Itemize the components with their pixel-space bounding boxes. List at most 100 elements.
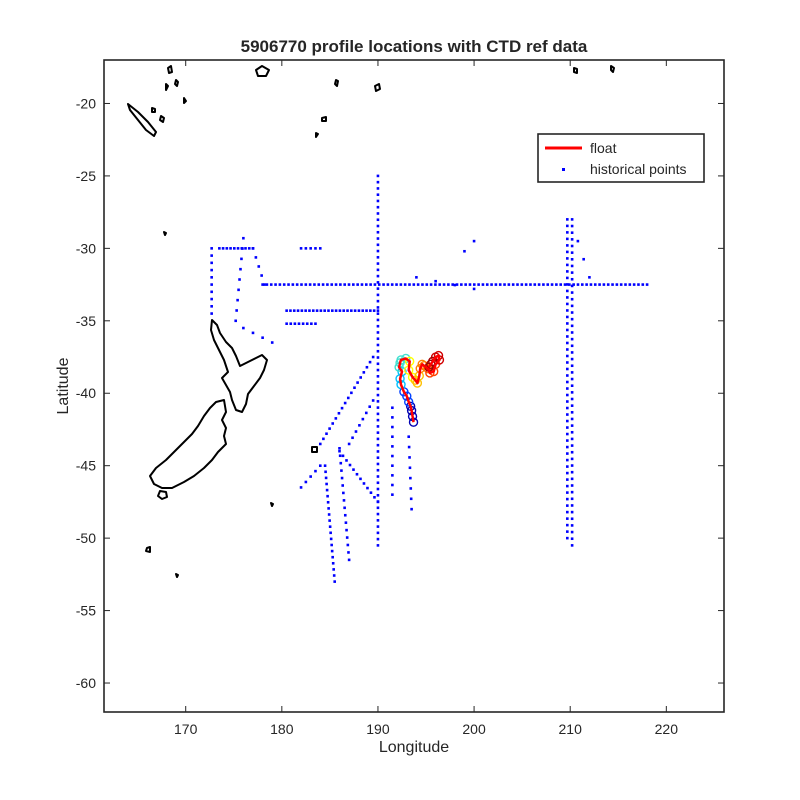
historical-point xyxy=(566,218,569,221)
island-coast xyxy=(167,65,173,74)
historical-point xyxy=(369,491,373,494)
historical-point xyxy=(350,309,353,312)
historical-point xyxy=(330,543,333,547)
historical-point xyxy=(566,517,569,520)
historical-point xyxy=(376,212,380,215)
historical-point xyxy=(330,309,334,312)
historical-point xyxy=(325,432,328,436)
historical-point xyxy=(498,283,502,286)
historical-point xyxy=(285,309,288,312)
historical-point xyxy=(570,284,574,288)
historical-point xyxy=(570,504,574,507)
historical-point xyxy=(542,283,545,286)
historical-point xyxy=(376,337,380,341)
historical-point xyxy=(533,283,537,286)
historical-point xyxy=(239,267,242,271)
historical-point xyxy=(447,283,450,286)
x-axis-ticks: 170 180 190 200 210 220 xyxy=(174,60,678,737)
historical-point xyxy=(364,283,368,286)
historical-point xyxy=(566,380,569,384)
historical-point xyxy=(566,354,569,358)
historical-point xyxy=(321,283,325,286)
historical-point xyxy=(632,283,636,286)
historical-point xyxy=(338,447,341,450)
historical-point xyxy=(342,491,345,495)
historical-point xyxy=(566,471,569,475)
historical-point xyxy=(301,322,305,325)
historical-point xyxy=(529,283,532,286)
historical-point xyxy=(317,283,321,286)
y-tick-label: -55 xyxy=(76,603,96,619)
historical-point xyxy=(289,309,292,312)
historical-point xyxy=(566,439,569,442)
historical-point xyxy=(299,486,303,489)
historical-point xyxy=(322,437,325,441)
historical-point xyxy=(310,322,313,325)
historical-point xyxy=(376,309,380,312)
island-coast xyxy=(311,446,318,453)
historical-point xyxy=(409,497,413,501)
historical-point xyxy=(347,442,351,446)
historical-point xyxy=(376,218,380,222)
historical-point xyxy=(472,287,476,291)
historical-point xyxy=(566,530,569,533)
historical-point xyxy=(570,404,574,407)
historical-point xyxy=(570,464,574,467)
historical-point xyxy=(570,544,574,547)
island-coast xyxy=(321,116,327,122)
historical-point xyxy=(345,459,348,462)
historical-point xyxy=(408,456,411,459)
historical-point xyxy=(570,324,574,328)
historical-point xyxy=(329,537,333,541)
historical-point xyxy=(308,309,311,312)
historical-point xyxy=(570,224,574,228)
historical-point xyxy=(570,271,574,274)
legend-historical-marker-swatch xyxy=(562,168,565,171)
historical-point xyxy=(328,519,331,522)
historical-point xyxy=(296,309,300,312)
historical-point xyxy=(566,491,569,494)
historical-point xyxy=(376,544,380,547)
historical-point xyxy=(210,305,213,308)
historical-point xyxy=(244,247,247,250)
historical-point xyxy=(309,247,312,250)
historical-point xyxy=(331,555,334,559)
historical-point xyxy=(376,431,380,434)
historical-point xyxy=(391,445,394,448)
historical-point xyxy=(566,478,569,481)
historical-point xyxy=(376,418,380,422)
historical-point xyxy=(376,531,380,535)
historical-point xyxy=(210,254,213,257)
historical-point xyxy=(376,537,380,541)
historical-point xyxy=(570,391,574,394)
historical-point xyxy=(318,247,322,250)
historical-point xyxy=(376,525,380,528)
historical-point xyxy=(210,283,213,286)
historical-point xyxy=(328,525,332,528)
historical-point xyxy=(566,250,569,254)
historical-point xyxy=(343,513,347,517)
historical-point xyxy=(524,283,528,286)
historical-point xyxy=(254,256,258,259)
historical-point xyxy=(576,239,580,243)
historical-point xyxy=(566,257,569,260)
y-tick-label: -60 xyxy=(76,675,96,691)
historical-point xyxy=(343,283,346,286)
historical-point xyxy=(376,362,380,366)
historical-point xyxy=(566,341,569,345)
float-track-line xyxy=(397,354,441,423)
historical-point xyxy=(468,283,472,286)
historical-point xyxy=(438,283,442,286)
historical-point xyxy=(637,283,640,286)
island-coast xyxy=(163,231,167,236)
historical-point xyxy=(299,247,303,250)
historical-point xyxy=(570,397,574,401)
x-tick-label: 180 xyxy=(270,721,294,737)
historical-point xyxy=(391,416,394,419)
historical-point xyxy=(477,283,480,286)
historical-point xyxy=(282,283,286,286)
historical-point xyxy=(359,376,363,379)
historical-point xyxy=(563,283,567,286)
historical-point xyxy=(334,309,338,312)
historical-point xyxy=(251,331,255,335)
